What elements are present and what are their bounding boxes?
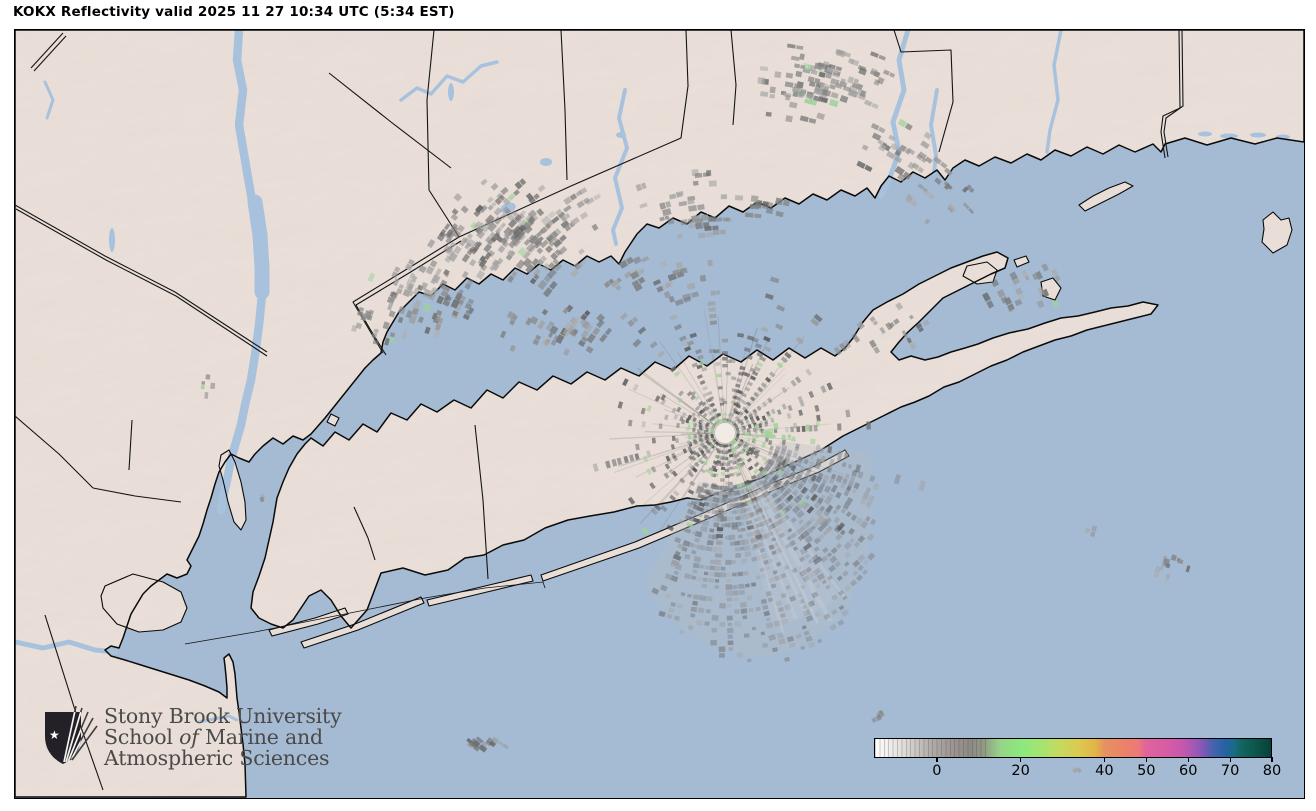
colorbar-tick	[936, 757, 938, 762]
colorbar-tick-label: 50	[1137, 763, 1156, 779]
rivers	[15, 30, 1290, 724]
colorbar-tick-label: 70	[1220, 763, 1240, 779]
sbu-logo: ★ Stony Brook University School of Marin…	[42, 704, 342, 770]
radar-site-marker	[714, 422, 736, 444]
colorbar-tick	[1103, 757, 1106, 762]
colorbar-tick	[1145, 757, 1147, 762]
map-canvas	[15, 30, 1304, 798]
svg-text:★: ★	[49, 728, 60, 742]
colorbar-tick-label: 80	[1262, 763, 1282, 779]
logo-line-1: Stony Brook University	[104, 704, 342, 728]
colorbar-tick-label: 40	[1095, 763, 1114, 779]
radar-echo-layer	[200, 43, 1191, 774]
logo-line-2: School of Marine and	[104, 724, 323, 749]
map-image	[14, 29, 1305, 799]
colorbar-tick	[1187, 757, 1189, 762]
colorbar-tick	[1271, 757, 1273, 762]
colorbar-gradient	[874, 738, 1272, 758]
colorbar-tick	[1229, 757, 1231, 762]
colorbar-tick-label: 20	[1011, 763, 1030, 779]
colorbar-tick-label: 60	[1178, 763, 1198, 779]
colorbar-tick-label: 0	[932, 763, 942, 779]
logo-line-3: Atmospheric Sciences	[104, 745, 330, 770]
colorbar-tick	[1020, 757, 1022, 762]
reflectivity-colorbar: 0 20 40 50 60 70 80	[874, 738, 1281, 779]
boundary-lines	[15, 30, 1184, 791]
sbu-shield-icon: ★	[45, 706, 98, 764]
figure-title: KOKX Reflectivity valid 2025 11 27 10:34…	[13, 4, 455, 20]
sbu-logo-text: Stony Brook University School of Marine …	[104, 704, 342, 770]
colorbar-discrete-stripes	[875, 739, 987, 757]
